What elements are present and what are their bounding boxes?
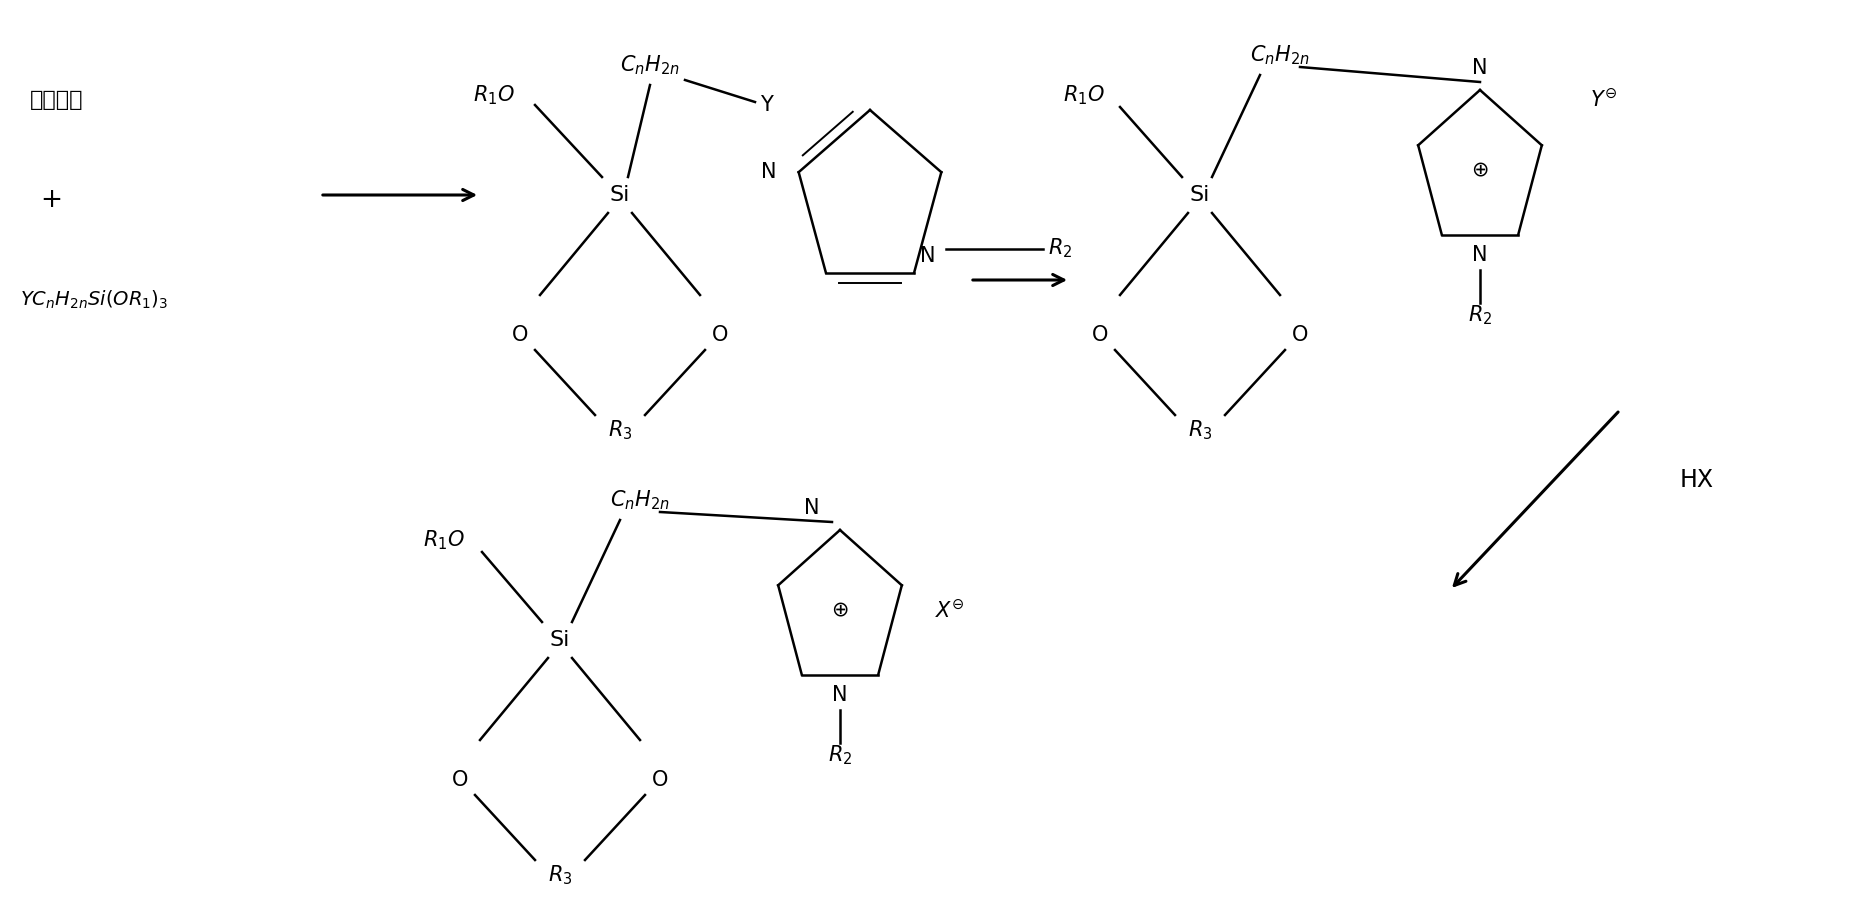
Text: $R_1O$: $R_1O$ [474, 84, 514, 106]
Text: $R_1O$: $R_1O$ [423, 528, 464, 552]
Text: N: N [832, 684, 847, 704]
Text: $R_3$: $R_3$ [1187, 418, 1211, 442]
Text: +: + [41, 187, 61, 213]
Text: $C_nH_{2n}$: $C_nH_{2n}$ [620, 54, 680, 76]
Text: Si: Si [550, 630, 570, 650]
Text: $YC_nH_{2n}Si(OR_1)_3$: $YC_nH_{2n}Si(OR_1)_3$ [20, 289, 169, 311]
Text: $C_nH_{2n}$: $C_nH_{2n}$ [1250, 44, 1309, 66]
Text: N: N [1471, 58, 1487, 78]
Text: $\oplus$: $\oplus$ [1471, 160, 1487, 180]
Text: O: O [652, 770, 669, 790]
Text: $\oplus$: $\oplus$ [830, 600, 849, 620]
Text: $R_2$: $R_2$ [1467, 303, 1491, 326]
Text: N: N [1471, 245, 1487, 265]
Text: $R_2$: $R_2$ [828, 743, 852, 766]
Text: O: O [451, 770, 468, 790]
Text: HX: HX [1679, 468, 1712, 492]
Text: N: N [804, 498, 819, 518]
Text: O: O [711, 325, 728, 345]
Text: N: N [919, 245, 934, 265]
Text: $X^{\ominus}$: $X^{\ominus}$ [934, 599, 964, 621]
Text: $R_1O$: $R_1O$ [1062, 84, 1105, 106]
Text: N: N [761, 162, 776, 182]
Text: $R_2$: $R_2$ [1047, 236, 1071, 260]
Text: $Y^{\ominus}$: $Y^{\ominus}$ [1590, 89, 1616, 111]
Text: Y: Y [760, 95, 773, 115]
Text: O: O [1092, 325, 1107, 345]
Text: 硅基载体: 硅基载体 [30, 90, 84, 110]
Text: $C_nH_{2n}$: $C_nH_{2n}$ [609, 488, 670, 512]
Text: $R_3$: $R_3$ [548, 864, 572, 887]
Text: $R_3$: $R_3$ [607, 418, 631, 442]
Text: O: O [1291, 325, 1307, 345]
Text: Si: Si [609, 185, 630, 205]
Text: Si: Si [1188, 185, 1209, 205]
Text: O: O [511, 325, 527, 345]
